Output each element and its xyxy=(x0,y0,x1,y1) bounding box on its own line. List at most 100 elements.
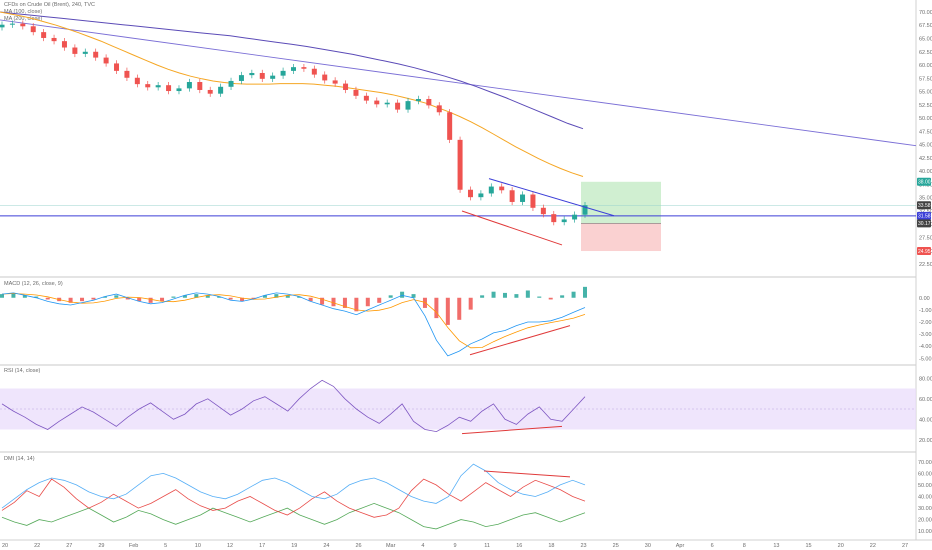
macd-histogram-bar xyxy=(434,297,439,319)
time-tick-label: 22 xyxy=(870,543,876,549)
dmi-tick-label: 50.000 xyxy=(918,483,932,489)
dmi-plus-line xyxy=(1,478,586,518)
macd-histogram-bar xyxy=(171,296,176,298)
price-axis[interactable]: 70.00 67.50 65.00 62.50 60.00 57.50 55.00 52.50… xyxy=(919,10,932,268)
macd-histogram-bar xyxy=(114,295,119,298)
dmi-tick-label: 70.000 xyxy=(918,460,932,466)
candle xyxy=(426,98,432,106)
dmi-pane[interactable] xyxy=(1,463,586,530)
candle xyxy=(488,186,494,194)
candle xyxy=(249,72,255,76)
candle xyxy=(363,95,369,101)
candle xyxy=(540,207,546,215)
candle xyxy=(467,189,473,198)
time-tick-label: 6 xyxy=(711,543,714,549)
price-tick-label: 52.50 xyxy=(919,103,932,109)
candle xyxy=(301,67,307,69)
macd-histogram-bar xyxy=(262,295,267,298)
candle xyxy=(124,70,130,78)
macd-histogram-bar xyxy=(45,297,50,300)
candle xyxy=(114,63,120,71)
price-tick-label: 45.00 xyxy=(919,143,932,149)
macd-histogram-bar xyxy=(22,295,27,298)
macd-histogram-bar xyxy=(583,286,587,298)
macd-tick-label: -4.00 xyxy=(919,344,932,350)
time-tick-label: 26 xyxy=(356,543,362,549)
time-tick-label: 30 xyxy=(645,543,651,549)
take-profit-zone xyxy=(581,181,661,224)
time-tick-label: 8 xyxy=(743,543,746,549)
time-axis[interactable]: 20 22 27 29 Feb 5 10 12 17 19 24 26 Mar 4 9 11 16 18 23 25 3… xyxy=(2,543,908,549)
macd-histogram-bar xyxy=(502,292,507,298)
time-tick-label: 24 xyxy=(323,543,329,549)
ma100-legend: MA (100, close) xyxy=(4,9,42,15)
macd-histogram-bar xyxy=(400,291,405,298)
dmi-tick-label: 30.000 xyxy=(918,506,932,512)
candle xyxy=(530,194,536,208)
macd-pane[interactable] xyxy=(0,286,587,357)
rsi-tick-label: 20.00 xyxy=(919,438,932,444)
macd-tick-label: -5.00 xyxy=(919,356,932,362)
price-tick-label: 42.50 xyxy=(919,156,932,162)
macd-histogram-bar xyxy=(468,297,473,310)
price-badge-label: 30.17 xyxy=(918,221,931,227)
candle xyxy=(166,85,172,92)
macd-histogram-bar xyxy=(240,297,245,302)
candle xyxy=(395,102,401,110)
macd-histogram-bar xyxy=(34,296,39,298)
macd-histogram-bar xyxy=(148,297,153,303)
time-tick-label: 12 xyxy=(227,543,233,549)
macd-histogram-bar xyxy=(308,297,313,302)
candle xyxy=(436,105,442,113)
candle xyxy=(332,80,338,84)
dmi-tick-label: 10.000 xyxy=(918,529,932,535)
macd-legend: MACD (12, 26, close, 9) xyxy=(4,281,63,287)
macd-tick-label: -1.00 xyxy=(919,308,932,314)
candle xyxy=(207,89,213,94)
candle xyxy=(291,67,296,71)
macd-histogram-bar xyxy=(457,297,462,320)
price-tick-label: 27.50 xyxy=(919,236,932,242)
macd-histogram-bar xyxy=(537,296,542,298)
price-badge-label: 31.58 xyxy=(918,214,931,220)
rsi-pane[interactable] xyxy=(0,379,916,435)
rsi-tick-label: 60.00 xyxy=(919,397,932,403)
price-badge xyxy=(917,219,931,228)
macd-histogram-bar xyxy=(365,297,370,307)
macd-histogram-bar xyxy=(491,291,496,298)
price-tick-label: 60.00 xyxy=(919,63,932,69)
price-badge-label: 33.58 xyxy=(918,203,931,209)
price-tick-label: 47.50 xyxy=(919,129,932,135)
price-badge xyxy=(917,247,931,256)
macd-histogram-bar xyxy=(205,295,210,298)
price-badge xyxy=(917,201,931,210)
dmi-tick-label: 20.000 xyxy=(918,518,932,524)
macd-histogram-bar xyxy=(388,295,393,298)
candle xyxy=(197,82,203,90)
time-tick-label: 20 xyxy=(2,543,8,549)
macd-histogram-bar xyxy=(560,295,565,298)
time-tick-label: 4 xyxy=(421,543,424,549)
candle xyxy=(238,75,244,81)
macd-histogram-bar xyxy=(320,297,325,305)
rsi-line xyxy=(1,379,586,433)
wedge-lower-line xyxy=(461,210,563,246)
candle xyxy=(499,186,505,191)
macd-histogram-bar xyxy=(480,295,485,298)
candle xyxy=(134,77,140,85)
price-pane[interactable] xyxy=(0,11,917,252)
candle xyxy=(0,24,5,28)
macd-histogram-bar xyxy=(297,296,302,298)
ma100-line xyxy=(0,11,584,177)
macd-histogram-bar xyxy=(11,292,16,298)
candle xyxy=(457,139,463,190)
dmi-axis: 70.000 60.000 50.000 40.000 30.000 20.000 10.0… xyxy=(918,460,932,535)
wedge-upper-line xyxy=(488,178,615,217)
rsi-legend: RSI (14, close) xyxy=(4,368,41,374)
macd-histogram-bar xyxy=(354,297,359,312)
dmi-tick-label: 40.000 xyxy=(918,495,932,501)
time-tick-label: 11 xyxy=(484,543,490,549)
time-tick-label: 9 xyxy=(453,543,456,549)
macd-histogram-bar xyxy=(182,295,187,298)
